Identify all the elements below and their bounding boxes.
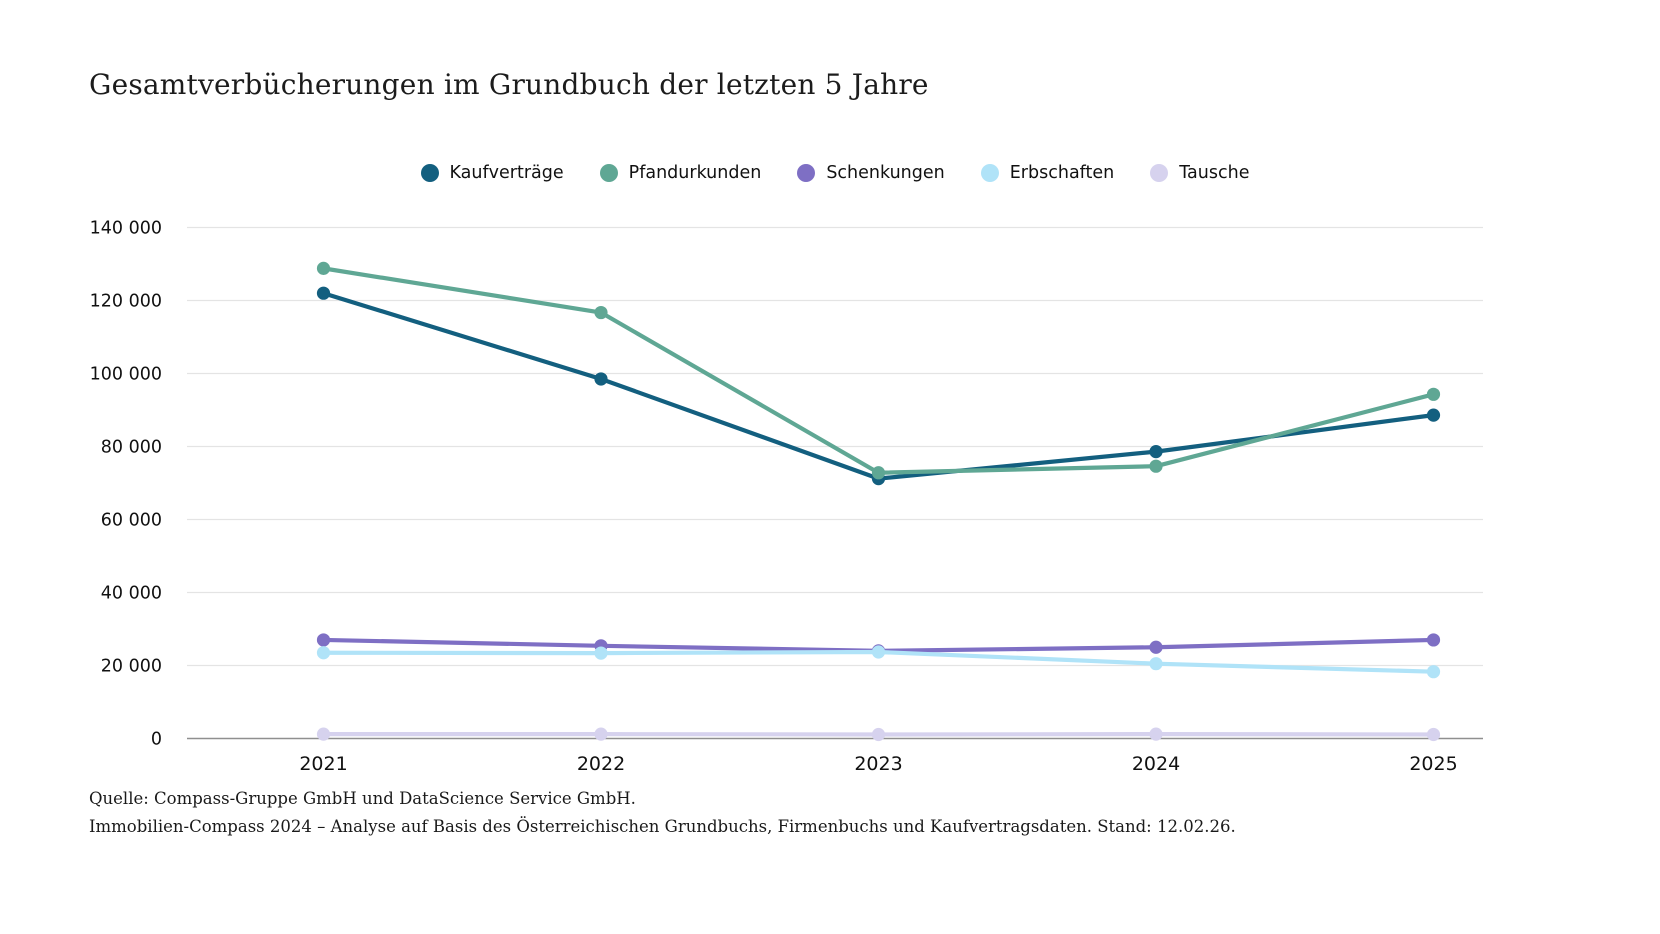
y-tick-label: 100 000 [90,365,162,385]
data-point [594,372,608,386]
data-point [871,645,886,659]
data-point [1149,727,1163,741]
x-tick-label: 2022 [577,753,625,775]
series-line-1 [321,291,1436,481]
legend-label: Schenkungen [826,163,945,183]
series-line-2 [321,266,1436,475]
x-tick-label: 2025 [1409,753,1457,775]
data-point [1149,640,1163,654]
legend-label: Pfandurkunden [628,163,762,183]
x-tick-label: 2023 [854,753,902,775]
legend-item-3: Schenkungen [797,163,945,183]
legend-dot-icon [797,164,816,182]
data-point [1426,727,1441,742]
y-tick-label: 140 000 [90,219,162,239]
data-point [594,305,608,320]
data-point [594,727,608,741]
data-point [316,261,331,275]
data-point [1426,408,1441,422]
source-line-2: Immobilien-Compass 2024 – Analyse auf Ba… [89,816,1236,836]
data-point [1426,387,1441,401]
y-tick-label: 20 000 [101,657,162,677]
y-tick-label: 40 000 [101,584,162,604]
data-point [1426,665,1441,679]
chart-title: Gesamtverbücherungen im Grundbuch der le… [89,68,929,101]
data-point [1426,633,1441,647]
legend-item-4: Erbschaften [980,163,1115,183]
x-tick-label: 2021 [299,753,347,775]
legend-dot-icon [1150,164,1169,182]
legend-item-5: Tausche [1150,163,1249,183]
legend-label: Erbschaften [1009,163,1115,183]
data-point [1149,657,1163,671]
data-point [316,286,331,300]
data-point [871,466,886,480]
legend-item-2: Pfandurkunden [599,163,762,183]
legend-item-1: Kaufverträge [420,163,564,183]
y-tick-label: 80 000 [101,438,162,458]
y-tick-label: 120 000 [90,292,162,312]
y-tick-label: 0 [151,730,162,750]
x-tick-label: 2024 [1132,753,1180,775]
data-point [594,646,608,660]
source-footer: Quelle: Compass-Gruppe GmbH und DataScie… [89,785,1236,840]
legend-label: Tausche [1179,163,1250,183]
legend-dot-icon [420,164,439,182]
legend-dot-icon [599,164,618,182]
data-point [871,727,886,742]
chart-legend: Kaufverträge Pfandurkunden Schenkungen Erbs… [187,163,1483,183]
legend-dot-icon [980,164,999,182]
y-tick-label: 60 000 [101,511,162,531]
data-point [1149,459,1163,473]
data-point [316,727,331,741]
data-point [1149,445,1163,459]
data-point [316,646,331,660]
legend-label: Kaufverträge [449,163,564,183]
source-line-1: Quelle: Compass-Gruppe GmbH und DataScie… [89,789,636,808]
data-point [316,633,331,647]
